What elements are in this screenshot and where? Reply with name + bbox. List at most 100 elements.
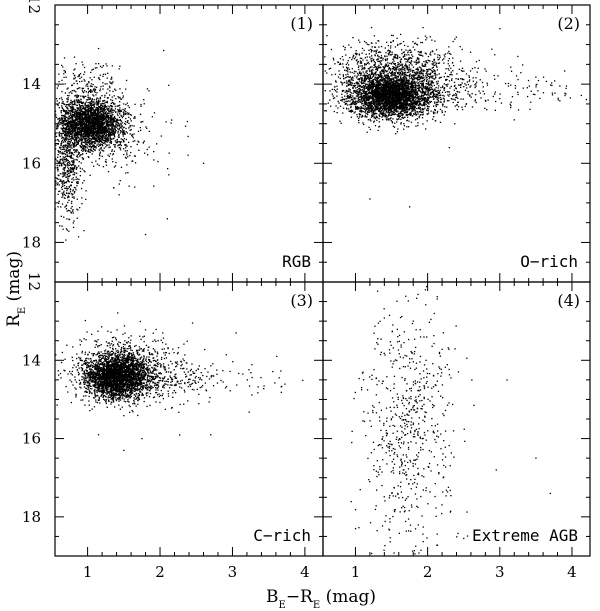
data-point: [438, 85, 440, 87]
data-point: [122, 97, 124, 99]
data-point: [76, 116, 78, 118]
data-point: [133, 133, 135, 135]
data-point: [81, 122, 83, 124]
data-point: [92, 104, 95, 106]
data-point: [456, 108, 458, 111]
data-point: [122, 135, 124, 137]
data-point: [97, 108, 99, 110]
data-point: [76, 208, 78, 210]
data-point: [108, 106, 111, 108]
data-point: [58, 178, 60, 180]
data-point: [81, 121, 83, 123]
data-point: [103, 129, 105, 131]
data-point: [121, 131, 123, 133]
data-point: [395, 100, 398, 102]
data-point: [106, 130, 108, 133]
data-point: [378, 76, 380, 78]
data-point: [115, 89, 117, 91]
data-point: [93, 111, 95, 114]
data-point: [101, 124, 103, 126]
data-point: [65, 149, 68, 151]
data-point: [91, 85, 93, 88]
data-point: [56, 87, 58, 89]
data-point: [67, 209, 69, 212]
data-point: [117, 109, 119, 111]
data-point: [67, 140, 69, 143]
data-point: [67, 170, 69, 173]
data-point: [120, 166, 123, 168]
data-point: [96, 123, 98, 125]
data-point: [105, 139, 107, 141]
data-point: [134, 155, 136, 157]
data-point: [98, 77, 100, 80]
data-point: [73, 116, 75, 118]
data-point: [70, 170, 72, 172]
data-point: [78, 140, 80, 142]
data-point: [373, 114, 375, 116]
data-point: [406, 107, 409, 109]
data-point: [80, 128, 82, 130]
data-point: [111, 124, 113, 126]
data-point: [93, 90, 96, 92]
data-point: [390, 94, 392, 96]
data-point: [119, 96, 121, 99]
data-point: [437, 104, 439, 106]
data-point: [63, 115, 65, 117]
data-point: [95, 117, 98, 119]
data-point: [80, 113, 82, 115]
data-point: [68, 92, 70, 94]
data-point: [65, 176, 67, 178]
data-point: [84, 103, 86, 105]
data-point: [101, 155, 103, 157]
data-point: [106, 129, 108, 132]
data-point: [63, 123, 65, 126]
data-point: [108, 121, 111, 123]
data-point: [62, 66, 64, 68]
data-point: [123, 103, 125, 105]
data-point: [143, 103, 145, 105]
data-point: [104, 130, 107, 132]
data-point: [374, 112, 376, 114]
data-point: [81, 125, 83, 127]
data-point: [108, 110, 110, 112]
data-point: [67, 112, 70, 114]
data-point: [109, 119, 112, 121]
data-point: [77, 100, 79, 102]
data-point: [364, 96, 366, 98]
data-point: [82, 150, 84, 152]
data-point: [108, 135, 110, 137]
data-point: [120, 98, 123, 100]
data-point: [100, 108, 102, 110]
data-point: [97, 108, 100, 110]
data-point: [96, 135, 98, 138]
data-point: [72, 167, 74, 169]
data-point: [70, 113, 72, 115]
data-point: [101, 132, 103, 134]
data-point: [86, 147, 89, 149]
data-point: [74, 135, 76, 137]
data-point: [79, 77, 81, 80]
data-point: [126, 132, 128, 134]
data-point: [73, 124, 76, 126]
data-point: [67, 100, 69, 102]
data-point: [69, 121, 71, 123]
data-point: [112, 138, 114, 140]
data-point: [80, 95, 82, 97]
data-point: [65, 110, 67, 112]
data-point: [81, 102, 83, 104]
data-point: [414, 102, 417, 105]
data-point: [412, 103, 414, 105]
data-point: [69, 129, 72, 131]
data-point: [366, 103, 368, 105]
data-point: [107, 115, 109, 117]
data-point: [419, 102, 422, 104]
data-point: [101, 129, 103, 131]
data-point: [90, 126, 93, 129]
data-point: [67, 201, 69, 204]
data-point: [56, 178, 58, 180]
data-point: [403, 125, 406, 127]
data-point: [89, 144, 91, 146]
data-point: [75, 122, 78, 124]
data-point: [109, 136, 111, 138]
data-point: [88, 110, 90, 112]
